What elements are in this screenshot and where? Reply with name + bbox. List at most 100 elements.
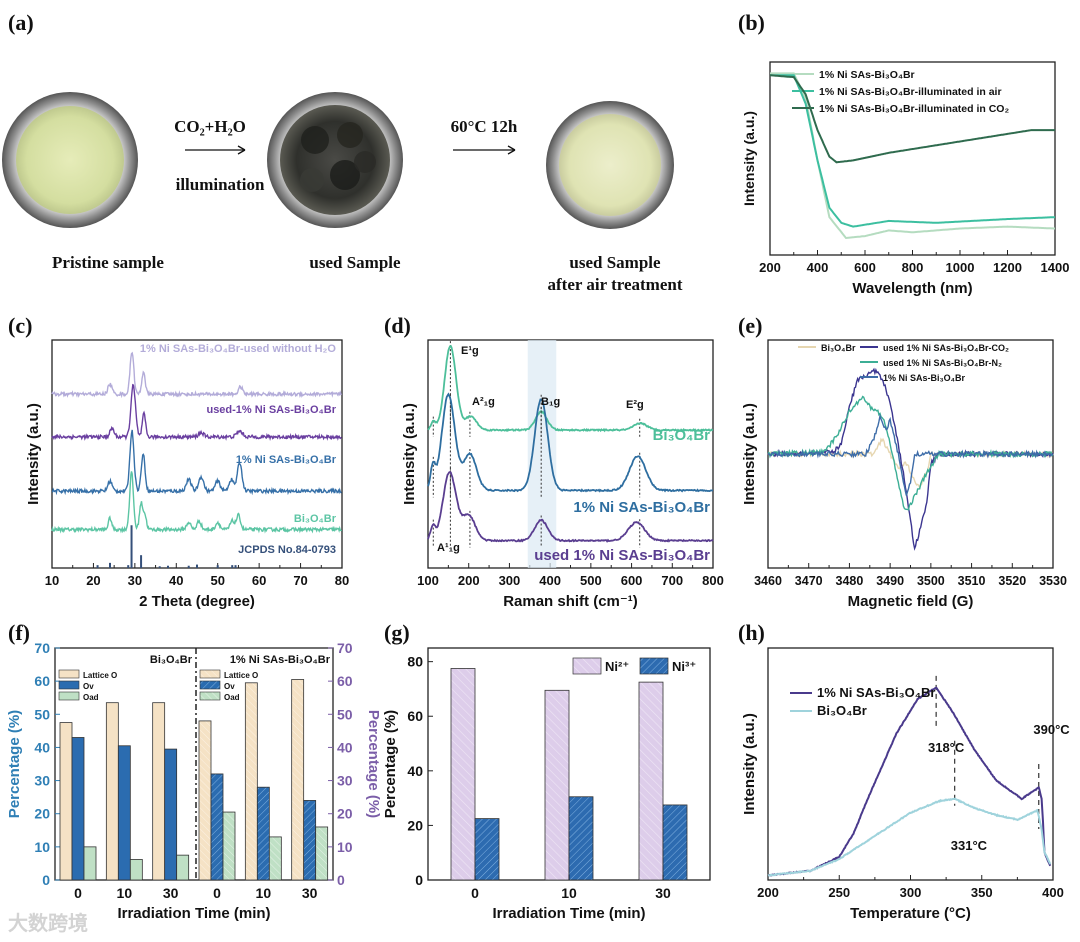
x-tick-label: 3530: [1039, 574, 1067, 588]
x-tick-label: 60: [252, 573, 266, 588]
co2-tpd-axes: 200 250 300 350 400 Temperature (°C) Intensity…: [741, 647, 1070, 922]
bar-lattice-o: [105, 702, 119, 881]
right-y-tick-label: 0: [337, 872, 345, 888]
panel-label-b: (b): [738, 10, 765, 35]
mode-label: B₁g: [541, 396, 560, 408]
bar-ov: [71, 737, 85, 881]
raman-series-line: [427, 392, 713, 493]
panel-label-c: (c): [8, 313, 32, 338]
y-tick-label: 20: [34, 806, 50, 822]
legend-swatch: [572, 657, 602, 675]
ni-valence-axes: 0 20 40 60 80 Irradiation Time (min) Percentag…: [382, 647, 711, 922]
y-tick-label: 30: [34, 773, 50, 789]
x-tick-label: 1400: [1041, 260, 1070, 275]
bar-lattice-o: [244, 682, 258, 881]
x-tick-label: 300: [499, 573, 521, 588]
legend-label: Lattice O: [224, 671, 258, 680]
arrow-right-icon: [185, 145, 246, 155]
x-tick-label: 250: [828, 885, 850, 900]
bar-lattice-o: [152, 702, 166, 881]
x-tick-label: 30: [302, 885, 318, 901]
x-tick-label: 1200: [993, 260, 1022, 275]
x-tick-label: 3500: [917, 574, 945, 588]
peak-temperature-label: 390°C: [1033, 722, 1070, 737]
legend-label: Lattice O: [83, 671, 117, 680]
bar-oad: [129, 859, 143, 881]
legend-label: 1% Ni SAs-Bi₃O₄Br: [817, 685, 935, 700]
right-y-axis-label: Percentage (%): [365, 710, 382, 818]
xrd-series-line: [51, 383, 342, 441]
bar-ni2: [638, 681, 664, 881]
arrow1-label-top: CO₂+H₂O: [174, 117, 246, 136]
y-tick-label: 60: [407, 708, 423, 724]
x-tick-label: 3460: [754, 574, 782, 588]
x-tick-label: 3490: [876, 574, 904, 588]
x-tick-label: 500: [580, 573, 602, 588]
legend-label: Oad: [83, 693, 99, 702]
raman-series-line: [427, 344, 714, 433]
y-axis-label: Intensity (a.u.): [401, 403, 418, 505]
x-tick-label: 3470: [795, 574, 823, 588]
x-tick-label: 30: [655, 885, 671, 901]
right-y-tick-label: 70: [337, 640, 353, 656]
x-tick-label: 30: [163, 885, 179, 901]
group-title: Bi₃O₄Br: [150, 654, 193, 666]
mode-label: A¹₁g: [437, 542, 460, 554]
legend-label: Oad: [224, 693, 240, 702]
epr-axes: 3460 3470 3480 3490 3500 3510 3520 3530 Magnetic…: [741, 339, 1067, 610]
legend-swatch: [58, 680, 80, 690]
y-tick-label: 10: [34, 839, 50, 855]
x-tick-label: 200: [458, 573, 480, 588]
x-tick-label: 50: [210, 573, 224, 588]
bar-ni2: [544, 689, 570, 881]
x-tick-label: 40: [169, 573, 183, 588]
raman-axes: 100 200 300 400 500 600 700 800 Raman shift (cm⁻…: [401, 339, 724, 610]
tpd-series-line: [767, 797, 1052, 877]
y-tick-label: 0: [415, 872, 423, 888]
sample-caption-pristine: Pristine sample: [52, 253, 164, 272]
bar-ov: [210, 773, 224, 881]
x-tick-label: 10: [256, 885, 272, 901]
xrd-axes: 10 20 30 40 50 60 70 80 2 Theta (degree) Intensit…: [25, 339, 349, 610]
bar-oad: [268, 836, 282, 881]
legend-label: Bi₃O₄Br: [817, 703, 867, 718]
arrow-right-icon: [453, 145, 516, 155]
sample-caption-air-treated-line2: after air treatment: [548, 275, 683, 294]
photo-air-treated-sample: [546, 101, 674, 229]
series-label: used 1% Ni SAs-Bi₃O₄Br: [534, 547, 710, 564]
x-tick-label: 10: [117, 885, 133, 901]
y-axis-label: Percentage (%): [382, 710, 399, 818]
right-y-tick-label: 20: [337, 806, 353, 822]
x-axis-label: Wavelength (nm): [852, 280, 972, 297]
sample-caption-air-treated: used Sample: [569, 253, 661, 272]
tpd-series-line: [768, 686, 1052, 877]
bar-lattice-o: [198, 720, 212, 881]
mode-label: A²₁g: [472, 396, 495, 408]
panel-label-h: (h): [738, 620, 765, 645]
series-label: Bi₃O₄Br: [294, 513, 337, 525]
reference-label: JCPDS No.84-0793: [238, 544, 336, 556]
xrd-series-line: [51, 351, 343, 399]
legend-swatch: [199, 669, 221, 679]
legend-swatch: [639, 657, 669, 675]
x-tick-label: 700: [661, 573, 683, 588]
x-tick-label: 400: [807, 260, 829, 275]
bar-ov: [117, 745, 131, 881]
bar-ni3: [474, 818, 500, 881]
series-label: used-1% Ni SAs-Bi₃O₄Br: [206, 404, 336, 416]
right-y-tick-label: 50: [337, 706, 353, 722]
x-tick-label: 10: [561, 885, 577, 901]
bar-ni2: [450, 668, 476, 881]
mode-label: E¹g: [461, 345, 479, 357]
bar-ov: [303, 800, 317, 881]
legend-swatch: [199, 691, 221, 701]
legend-swatch: [199, 680, 221, 690]
y-tick-label: 60: [34, 673, 50, 689]
x-tick-label: 200: [759, 260, 781, 275]
bar-ov: [256, 786, 270, 881]
y-tick-label: 80: [407, 654, 423, 670]
photo-pristine-sample: [2, 92, 138, 228]
x-tick-label: 10: [45, 573, 59, 588]
